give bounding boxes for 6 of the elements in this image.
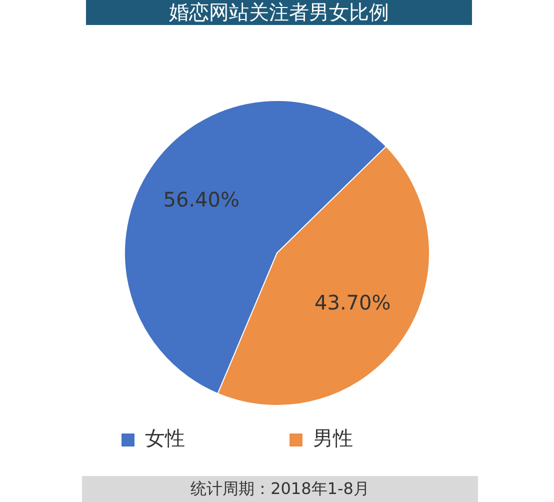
text: 统计周期：2018年1-8月 [82,476,478,502]
data-label: 43.70% [314,290,391,315]
legend-label: 男性 [313,426,433,450]
legend-label: 女性 [145,426,265,450]
data-label: 56.40% [163,188,240,212]
chart-title: 婚恋网站关注者男女比例 [86,0,472,25]
